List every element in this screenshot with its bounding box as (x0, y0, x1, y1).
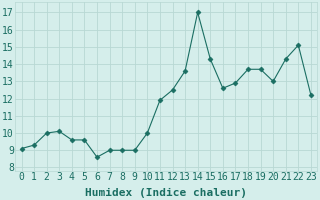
X-axis label: Humidex (Indice chaleur): Humidex (Indice chaleur) (85, 188, 247, 198)
